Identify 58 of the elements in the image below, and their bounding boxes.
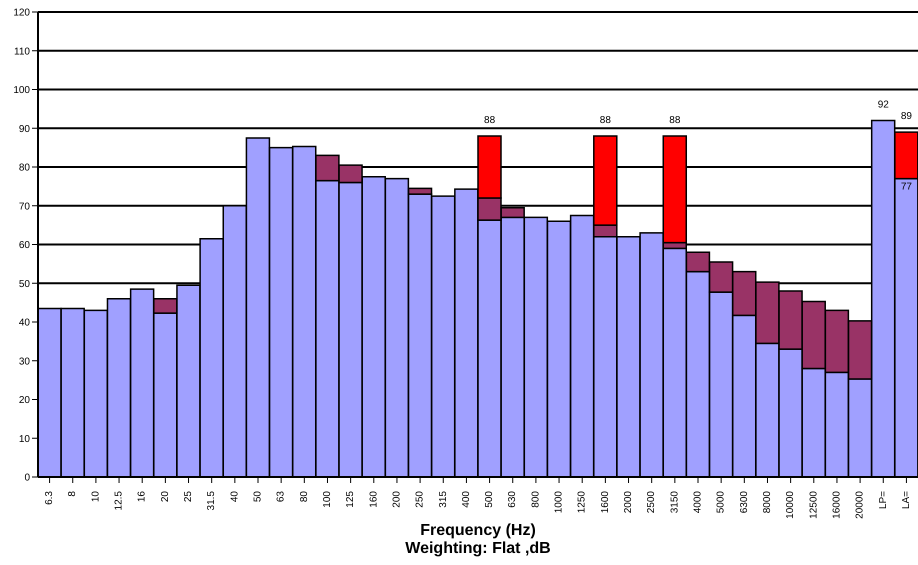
- x-tick-label: LP=: [878, 490, 889, 510]
- x-tick-label: 1250: [576, 490, 588, 514]
- annotation: 88: [600, 115, 612, 126]
- y-tick-label: 90: [18, 124, 30, 135]
- annotation: 89: [900, 111, 912, 122]
- x-tick-label: 50: [252, 490, 264, 502]
- x-tick-label: 6.3: [44, 490, 56, 505]
- y-tick-label: 30: [18, 356, 30, 368]
- x-tick-label: LA=: [900, 490, 912, 510]
- x-tick-label: 1000: [554, 490, 565, 514]
- y-tick-label: 60: [18, 240, 30, 252]
- x-tick-label: 25: [183, 490, 194, 502]
- x-tick-label: 2000: [623, 490, 634, 514]
- x-tick-label: 630: [507, 490, 518, 508]
- x-tick-label: 160: [368, 490, 380, 508]
- x-tick-label: 20000: [854, 490, 866, 519]
- y-tick-label: 20: [18, 395, 30, 406]
- y-tick-label: 100: [13, 85, 30, 96]
- x-tick-label: 3150: [669, 490, 680, 514]
- x-tick-label: 100: [322, 490, 333, 508]
- x-tick-label: 500: [484, 490, 496, 508]
- x-tick-label: 5000: [716, 490, 727, 514]
- annotation: 77: [900, 182, 912, 193]
- x-tick-label: 8000: [762, 490, 773, 514]
- x-tick-label: 40: [229, 490, 240, 502]
- y-tick-label: 0: [24, 472, 30, 484]
- x-tick-label: 16: [136, 490, 148, 502]
- x-tick-label: 4000: [692, 490, 704, 514]
- x-tick-label: 250: [414, 490, 426, 508]
- x-tick-label: 20: [160, 490, 171, 502]
- y-tick-label: 120: [13, 8, 30, 19]
- x-tick-label: 12.5: [114, 490, 125, 510]
- y-tick-label: 70: [18, 201, 30, 212]
- x-tick-label: 8: [67, 490, 78, 497]
- x-tick-label: 200: [391, 490, 402, 508]
- x-axis-title: Frequency (Hz) Weighting: Flat ,dB: [405, 522, 551, 557]
- x-tick-label: 10: [90, 490, 102, 502]
- y-tick-label: 110: [14, 46, 30, 58]
- y-tick-label: 10: [18, 434, 30, 445]
- x-tick-label: 315: [438, 490, 449, 508]
- x-tick-label: 10000: [785, 490, 796, 519]
- x-tick-label: 800: [530, 490, 542, 508]
- x-tick-label: 63: [276, 490, 287, 502]
- x-tick-label: 125: [345, 490, 356, 508]
- x-tick-label: 6300: [738, 490, 750, 514]
- x-tick-label: 1600: [600, 490, 611, 514]
- x-tick-label: 16000: [831, 490, 842, 519]
- x-tick-label: 31.5: [206, 490, 218, 510]
- annotation: 88: [669, 115, 681, 126]
- y-tick-label: 40: [18, 318, 30, 329]
- y-tick-label: 50: [18, 278, 30, 290]
- x-tick-label: 80: [298, 490, 310, 502]
- y-tick-label: 80: [18, 162, 30, 174]
- annotation: 88: [484, 115, 496, 126]
- x-tick-label: 400: [460, 490, 472, 508]
- annotation: 92: [878, 100, 890, 110]
- x-tick-label: 2500: [646, 490, 658, 514]
- x-tick-label: 12500: [808, 490, 820, 519]
